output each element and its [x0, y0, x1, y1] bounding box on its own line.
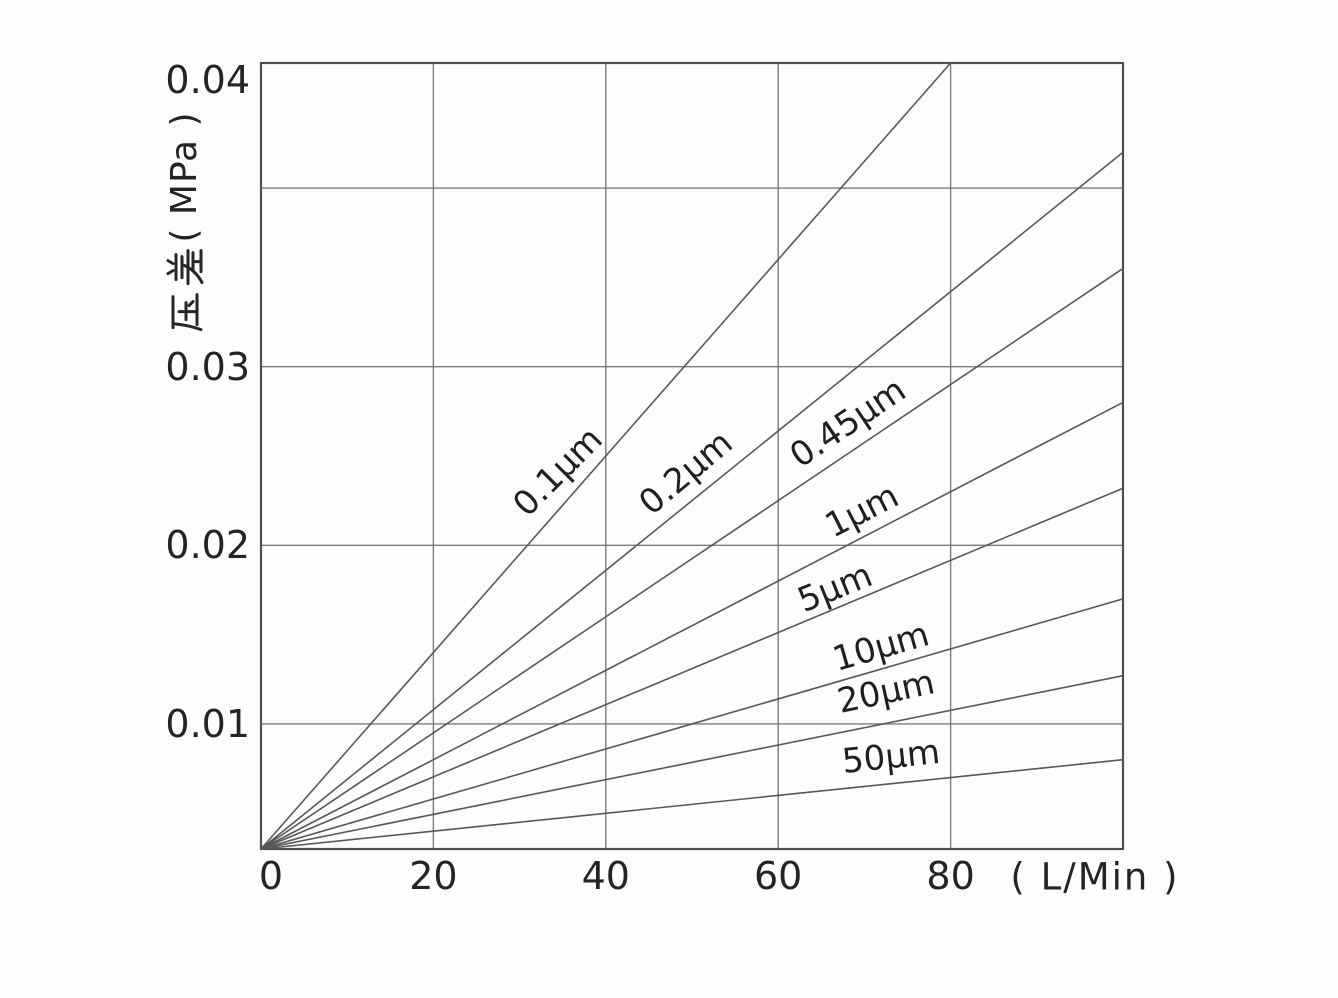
y-tick-label-0.02: 0.02 [165, 523, 250, 568]
cjk-glyph-ya(pressure) [171, 293, 203, 332]
x-tick-label-60: 60 [754, 854, 803, 898]
series-label-50um: 50μm [840, 731, 942, 783]
series-line-10um [260, 598, 1124, 850]
y-tick-label-0.03: 0.03 [165, 344, 250, 389]
x-tick-label-80: 80 [926, 854, 975, 898]
x-tick-label-20: 20 [409, 854, 458, 898]
x-tick-label-0: 0 [258, 854, 284, 898]
y-axis-unit-label: ( MPa ) [164, 111, 205, 243]
y-tick-label-0.04: 0.04 [165, 58, 250, 102]
x-axis-unit-label: ( L/Min ) [1010, 855, 1180, 899]
cjk-glyph-chai(difference) [166, 249, 204, 286]
series-line-1um [260, 401, 1124, 850]
plot-border [259, 61, 1125, 851]
series-line-0-45um [260, 267, 1124, 850]
series-line-0-2um [260, 151, 1124, 850]
y-tick-label-0.01: 0.01 [165, 701, 250, 746]
series-line-0-1um [260, 62, 952, 850]
series-line-50um [260, 758, 1124, 850]
x-tick-label-40: 40 [581, 854, 630, 898]
series-line-20um [260, 674, 1124, 850]
series-line-5um [260, 487, 1124, 850]
y-axis-title: ( MPa ) [164, 111, 205, 332]
